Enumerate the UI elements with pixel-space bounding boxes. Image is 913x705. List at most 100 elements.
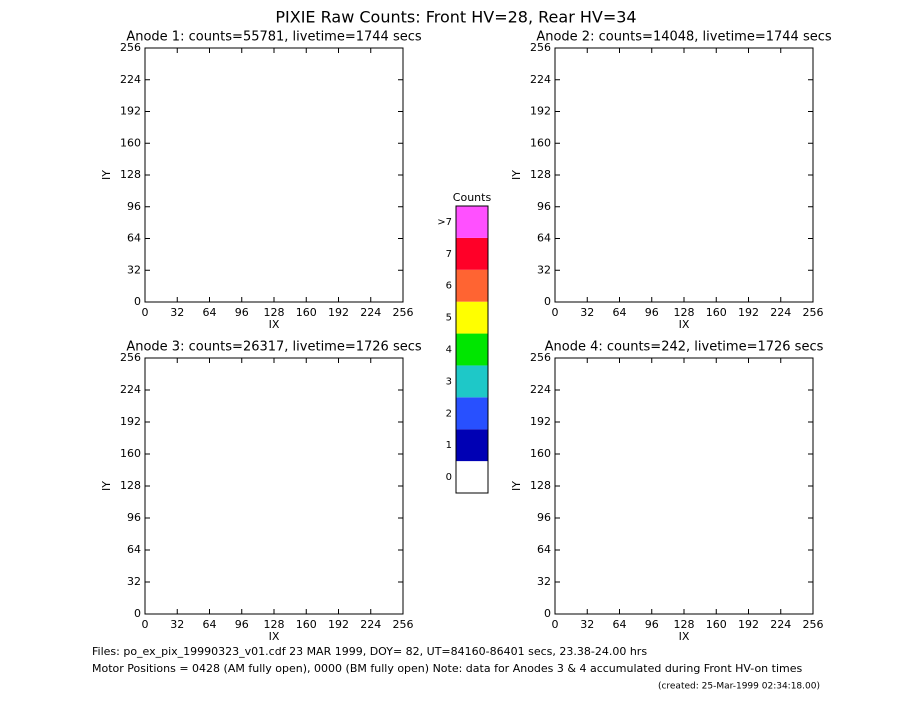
x-axis-label: IX	[679, 630, 690, 643]
x-tick-label: 96	[645, 618, 659, 631]
x-tick-label: 64	[203, 618, 217, 631]
x-tick-label: 224	[770, 306, 791, 319]
y-tick-label: 0	[134, 607, 141, 620]
x-tick-label: 160	[706, 306, 727, 319]
y-tick-label: 160	[120, 447, 141, 460]
colorbar-label: 7	[446, 249, 452, 260]
y-tick-label: 0	[134, 295, 141, 308]
x-tick-label: 64	[203, 306, 217, 319]
x-tick-label: 256	[803, 306, 824, 319]
y-tick-label: 32	[537, 263, 551, 276]
x-tick-label: 0	[552, 306, 559, 319]
panel-title: Anode 3: counts=26317, livetime=1726 sec…	[126, 340, 422, 355]
x-tick-label: 192	[328, 618, 349, 631]
x-tick-label: 224	[770, 618, 791, 631]
colorbar-label: 0	[446, 472, 452, 483]
colorbar-label: >7	[437, 217, 452, 228]
x-tick-label: 32	[580, 618, 594, 631]
x-tick-label: 256	[393, 618, 414, 631]
x-tick-label: 256	[393, 306, 414, 319]
colorbar-label: 1	[446, 440, 452, 451]
colorbar-swatch	[456, 206, 488, 238]
y-tick-label: 0	[544, 295, 551, 308]
colorbar-label: 3	[446, 376, 452, 387]
y-tick-label: 256	[530, 351, 551, 364]
x-tick-label: 192	[738, 618, 759, 631]
x-tick-label: 256	[803, 618, 824, 631]
y-tick-label: 256	[120, 41, 141, 54]
y-axis-label: IY	[100, 170, 113, 180]
y-tick-label: 160	[530, 447, 551, 460]
x-tick-label: 192	[738, 306, 759, 319]
y-tick-label: 128	[530, 168, 551, 181]
y-tick-label: 128	[120, 168, 141, 181]
y-tick-label: 128	[120, 479, 141, 492]
y-tick-label: 32	[537, 575, 551, 588]
colorbar-swatch	[456, 365, 488, 398]
x-tick-label: 192	[328, 306, 349, 319]
panel-title: Anode 1: counts=55781, livetime=1744 sec…	[126, 30, 422, 45]
y-tick-label: 32	[127, 263, 141, 276]
y-axis-label: IY	[510, 170, 523, 180]
x-tick-label: 224	[360, 618, 381, 631]
colorbar-label: 2	[446, 408, 452, 419]
y-tick-label: 192	[120, 415, 141, 428]
panel-title: Anode 4: counts=242, livetime=1726 secs	[545, 340, 824, 355]
x-tick-label: 128	[674, 618, 695, 631]
y-tick-label: 0	[544, 607, 551, 620]
y-tick-label: 64	[537, 543, 551, 556]
x-tick-label: 128	[264, 306, 285, 319]
footer-line: Files: po_ex_pix_19990323_v01.cdf 23 MAR…	[92, 645, 647, 658]
footer-line: Motor Positions = 0428 (AM fully open), …	[92, 662, 802, 675]
x-tick-label: 160	[296, 306, 317, 319]
y-tick-label: 128	[530, 479, 551, 492]
y-tick-label: 64	[127, 232, 141, 245]
x-tick-label: 160	[706, 618, 727, 631]
y-tick-label: 96	[127, 511, 141, 524]
x-tick-label: 64	[613, 306, 627, 319]
colorbar-frame	[455, 205, 489, 494]
y-tick-label: 192	[530, 415, 551, 428]
x-tick-label: 32	[170, 618, 184, 631]
x-tick-label: 0	[142, 306, 149, 319]
y-tick-label: 160	[530, 136, 551, 149]
y-tick-label: 96	[537, 200, 551, 213]
x-tick-label: 32	[170, 306, 184, 319]
colorbar-swatch	[456, 461, 488, 493]
colorbar-label: 6	[446, 281, 452, 292]
panel-title: Anode 2: counts=14048, livetime=1744 sec…	[536, 30, 832, 45]
colorbar-swatch	[456, 429, 488, 462]
x-tick-label: 96	[645, 306, 659, 319]
plot-frame	[554, 357, 814, 615]
x-tick-label: 0	[142, 618, 149, 631]
y-axis-label: IY	[100, 481, 113, 491]
colorbar-label: 5	[446, 313, 452, 324]
x-tick-label: 128	[674, 306, 695, 319]
y-tick-label: 224	[530, 383, 551, 396]
colorbar-swatch	[456, 269, 488, 302]
colorbar-swatch	[456, 301, 488, 334]
plot-frame	[144, 47, 404, 303]
colorbar-swatch	[456, 333, 488, 366]
x-tick-label: 96	[235, 618, 249, 631]
y-tick-label: 64	[537, 232, 551, 245]
y-tick-label: 256	[530, 41, 551, 54]
y-tick-label: 224	[530, 73, 551, 86]
colorbar-label: 4	[446, 345, 452, 356]
plot-frame	[554, 47, 814, 303]
colorbar-title: Counts	[453, 191, 492, 204]
y-tick-label: 192	[120, 105, 141, 118]
x-tick-label: 0	[552, 618, 559, 631]
footer-note: (created: 25-Mar-1999 02:34:18.00)	[658, 682, 820, 692]
colorbar-swatch	[456, 397, 488, 430]
y-tick-label: 192	[530, 105, 551, 118]
y-tick-label: 32	[127, 575, 141, 588]
x-axis-label: IX	[679, 318, 690, 331]
y-tick-label: 160	[120, 136, 141, 149]
plot-frame	[144, 357, 404, 615]
main-title: PIXIE Raw Counts: Front HV=28, Rear HV=3…	[275, 8, 636, 27]
y-tick-label: 64	[127, 543, 141, 556]
x-tick-label: 128	[264, 618, 285, 631]
